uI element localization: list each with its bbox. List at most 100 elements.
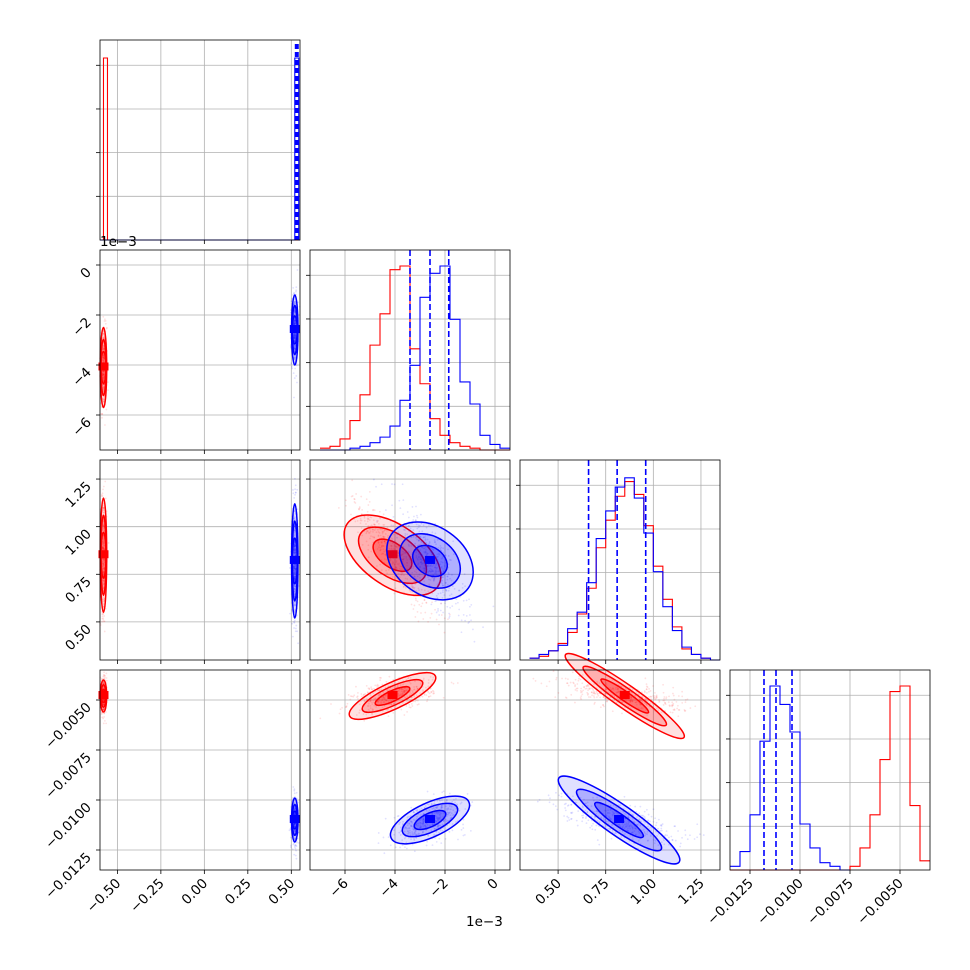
scatter-point xyxy=(295,857,298,860)
scatter-point xyxy=(102,373,105,376)
scatter-point xyxy=(293,358,296,360)
scatter-point xyxy=(358,506,361,508)
scatter-point xyxy=(294,320,297,323)
scatter-point xyxy=(350,513,352,516)
scatter-point xyxy=(677,715,680,718)
scatter-point xyxy=(392,711,395,714)
scatter-point xyxy=(102,333,105,336)
scatter-point xyxy=(294,321,297,324)
scatter-point xyxy=(392,524,395,527)
scatter-point xyxy=(103,373,106,376)
scatter-point xyxy=(102,371,105,374)
scatter-point xyxy=(294,355,297,358)
scatter-point xyxy=(104,319,107,322)
scatter-point xyxy=(404,846,406,849)
scatter-point xyxy=(294,493,296,496)
scatter-point xyxy=(292,323,295,326)
scatter-point xyxy=(398,499,401,502)
scatter-point xyxy=(469,830,472,832)
scatter-point xyxy=(448,617,451,619)
scatter-point xyxy=(352,695,355,698)
scatter-point xyxy=(408,703,411,706)
scatter-point xyxy=(293,334,296,337)
scatter-point xyxy=(102,488,104,491)
scatter-point xyxy=(293,333,296,336)
scatter-point xyxy=(293,334,295,336)
scatter-point xyxy=(405,705,408,707)
scatter-point xyxy=(101,545,104,548)
scatter-point xyxy=(345,504,347,507)
scatter-point xyxy=(101,356,104,359)
scatter-point xyxy=(540,682,543,685)
scatter-point xyxy=(435,840,438,843)
scatter-point xyxy=(435,611,438,614)
scatter-point xyxy=(293,337,295,340)
scatter-point xyxy=(482,626,484,629)
scatter-point xyxy=(294,334,297,337)
scatter-point xyxy=(102,371,105,373)
scatter-point xyxy=(102,355,105,358)
scatter-point xyxy=(102,347,105,350)
scatter-point xyxy=(377,685,380,687)
histogram-step-run_b-p1 xyxy=(320,265,510,451)
scatter-point xyxy=(442,790,445,793)
scatter-point xyxy=(104,322,107,325)
scatter-point xyxy=(419,513,422,516)
scatter-point xyxy=(294,334,297,337)
scatter-point xyxy=(294,301,296,303)
scatter-point xyxy=(406,511,409,513)
scatter-point xyxy=(425,694,428,696)
scatter-point xyxy=(102,315,105,318)
scatter-point xyxy=(454,602,457,605)
scatter-point xyxy=(101,560,104,563)
scatter-point xyxy=(103,547,105,550)
scatter-point xyxy=(415,599,417,602)
scatter-point xyxy=(102,675,105,678)
scatter-point xyxy=(102,580,105,583)
scatter-point xyxy=(360,693,363,695)
scatter-point xyxy=(387,836,390,839)
scatter-point xyxy=(103,359,105,361)
scatter-point xyxy=(417,703,420,706)
scatter-point xyxy=(294,477,296,480)
scatter-point xyxy=(102,373,105,376)
scatter-point xyxy=(387,715,390,718)
scatter-point xyxy=(103,674,106,677)
scatter-point xyxy=(102,385,105,388)
scatter-point xyxy=(105,327,108,330)
scatter-point xyxy=(377,842,380,845)
scatter-point xyxy=(602,704,605,706)
scatter-point xyxy=(406,711,409,713)
scatter-point xyxy=(102,357,105,359)
scatter-point xyxy=(668,704,671,707)
scatter-point xyxy=(365,498,368,501)
scatter-point xyxy=(290,362,293,364)
scatter-point xyxy=(102,376,104,379)
scatter-point xyxy=(399,507,402,510)
scatter-point xyxy=(532,677,535,680)
scatter-point xyxy=(103,377,105,380)
scatter-point xyxy=(102,348,105,351)
scatter-point xyxy=(102,387,105,390)
scatter-point xyxy=(102,386,105,389)
scatter-point xyxy=(293,319,296,322)
scatter-point xyxy=(102,509,105,512)
scatter-point xyxy=(431,689,434,692)
scatter-point xyxy=(372,509,374,512)
scatter-point xyxy=(292,492,295,495)
scatter-point xyxy=(294,344,296,347)
scatter-point xyxy=(471,801,474,803)
scatter-point xyxy=(450,681,453,684)
scatter-point xyxy=(410,806,413,809)
scatter-point xyxy=(294,346,297,348)
scatter-point xyxy=(293,347,296,350)
scatter-point xyxy=(655,696,658,699)
scatter-point xyxy=(448,615,451,618)
scatter-point xyxy=(423,694,426,696)
scatter-point xyxy=(293,333,296,335)
scatter-point xyxy=(462,827,465,829)
scatter-point xyxy=(291,367,294,370)
scatter-point xyxy=(414,700,417,703)
scatter-point xyxy=(390,524,393,527)
scatter-point xyxy=(102,541,105,543)
